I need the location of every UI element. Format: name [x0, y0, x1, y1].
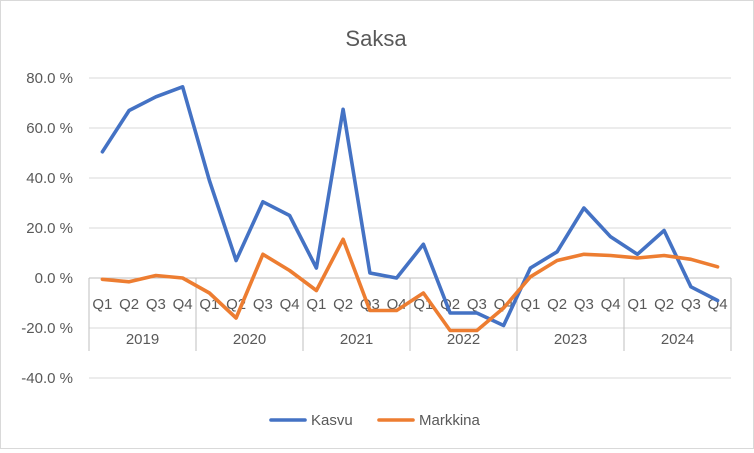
- x-tick-quarter-label: Q1: [92, 296, 112, 313]
- x-tick-quarter-label: Q1: [627, 296, 647, 313]
- series-line-kasvu: [100, 85, 720, 328]
- y-tick-label: 80.0 %: [26, 70, 73, 87]
- legend-label-markkina: Markkina: [419, 412, 481, 429]
- x-tick-quarter-label: Q3: [467, 296, 487, 313]
- chart-title: Saksa: [345, 26, 407, 51]
- x-tick-year-label: 2023: [554, 331, 587, 348]
- x-tick-quarter-label: Q1: [199, 296, 219, 313]
- series-line-markkina: [100, 237, 720, 333]
- y-tick-label: 40.0 %: [26, 170, 73, 187]
- x-tick-quarter-label: Q4: [280, 296, 300, 313]
- x-tick-year-label: 2021: [340, 331, 373, 348]
- x-tick-quarter-label: Q3: [574, 296, 594, 313]
- x-tick-year-label: 2019: [126, 331, 159, 348]
- legend: Kasvu Markkina: [269, 412, 481, 429]
- y-tick-label: 20.0 %: [26, 220, 73, 237]
- x-tick-year-label: 2024: [661, 331, 694, 348]
- x-tick-quarter-label: Q1: [306, 296, 326, 313]
- series-lines: [100, 85, 720, 333]
- x-tick-quarter-label: Q3: [253, 296, 273, 313]
- x-tick-quarter-label: Q2: [119, 296, 139, 313]
- x-axis: Q1 Q2 Q3 Q4 Q1 Q2 Q3 Q4 Q1 Q2 Q3 Q4 Q1 Q2 Q3 Q4 Q1 Q2 Q3 Q4…: [88, 277, 732, 351]
- x-tick-quarter-label: Q4: [173, 296, 193, 313]
- x-tick-quarter-label: Q3: [681, 296, 701, 313]
- x-tick-quarter-label: Q2: [547, 296, 567, 313]
- x-tick-year-label: 2020: [233, 331, 266, 348]
- x-tick-quarter-label: Q2: [654, 296, 674, 313]
- y-axis-tick-labels: 80.0 % 60.0 % 40.0 % 20.0 % 0.0 % -20.0 % -40.…: [21, 70, 73, 387]
- y-tick-label: -40.0 %: [21, 370, 73, 387]
- legend-label-kasvu: Kasvu: [311, 412, 353, 429]
- y-tick-label: 60.0 %: [26, 120, 73, 137]
- x-tick-quarter-label: Q2: [333, 296, 353, 313]
- x-tick-quarter-label: Q4: [601, 296, 621, 313]
- x-tick-quarter-label: Q3: [146, 296, 166, 313]
- x-tick-quarter-label: Q4: [708, 296, 728, 313]
- x-tick-year-label: 2022: [447, 331, 480, 348]
- y-tick-label: -20.0 %: [21, 320, 73, 337]
- x-tick-quarter-label: Q1: [520, 296, 540, 313]
- y-tick-label: 0.0 %: [35, 270, 73, 287]
